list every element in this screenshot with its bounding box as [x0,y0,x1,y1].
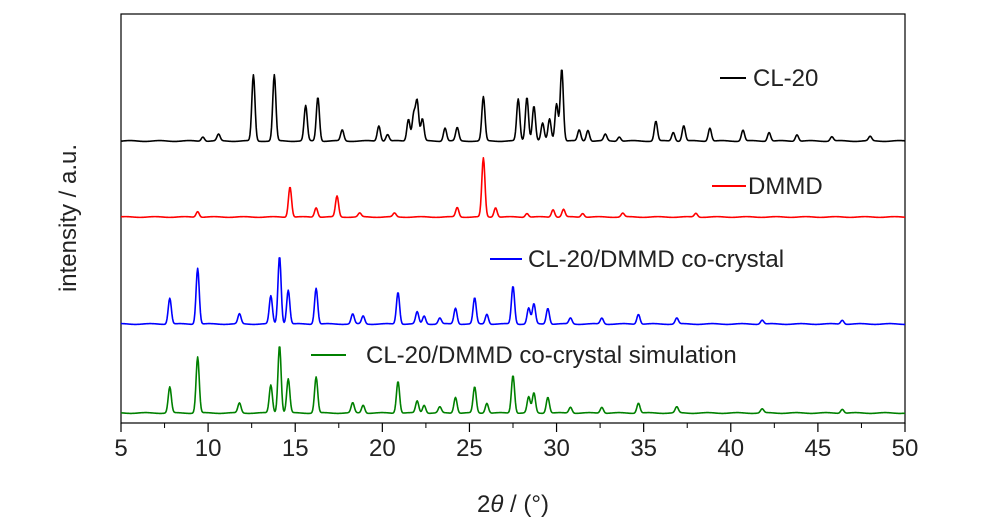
y-axis-title: intensity / a.u. [55,144,82,292]
series-line-3 [120,257,906,326]
legend-label-4: CL-20/DMMD co-crystal simulation [366,342,737,369]
x-tick-label-10: 10 [195,435,222,462]
legend-label-1: CL-20 [753,65,818,92]
x-tick-label-25: 25 [456,435,483,462]
series-line-1 [120,69,906,143]
x-axis: 5 10 15 20 25 30 35 40 45 50 [114,423,918,462]
x-axis-title: 2θ / (°) [477,491,549,518]
series-line-4 [120,346,906,415]
x-tick-label-15: 15 [282,435,309,462]
x-tick-label-35: 35 [630,435,657,462]
x-tick-label-5: 5 [114,435,127,462]
series-layer [120,69,906,415]
series-line-2 [120,157,906,219]
x-tick-label-30: 30 [543,435,570,462]
x-axis-title-symbol: θ [490,491,503,518]
x-tick-label-45: 45 [805,435,832,462]
legend-label-2: DMMD [748,173,823,200]
x-tick-label-20: 20 [369,435,396,462]
legend-label-3: CL-20/DMMD co-crystal [528,246,784,273]
x-tick-label-40: 40 [717,435,744,462]
x-tick-label-50: 50 [892,435,919,462]
legend-layer: CL-20 DMMD CL-20/DMMD co-crystal CL-20/DMMD… [311,65,823,369]
x-axis-title-prefix: 2 [477,491,490,518]
x-axis-title-suffix: / (°) [503,491,549,518]
